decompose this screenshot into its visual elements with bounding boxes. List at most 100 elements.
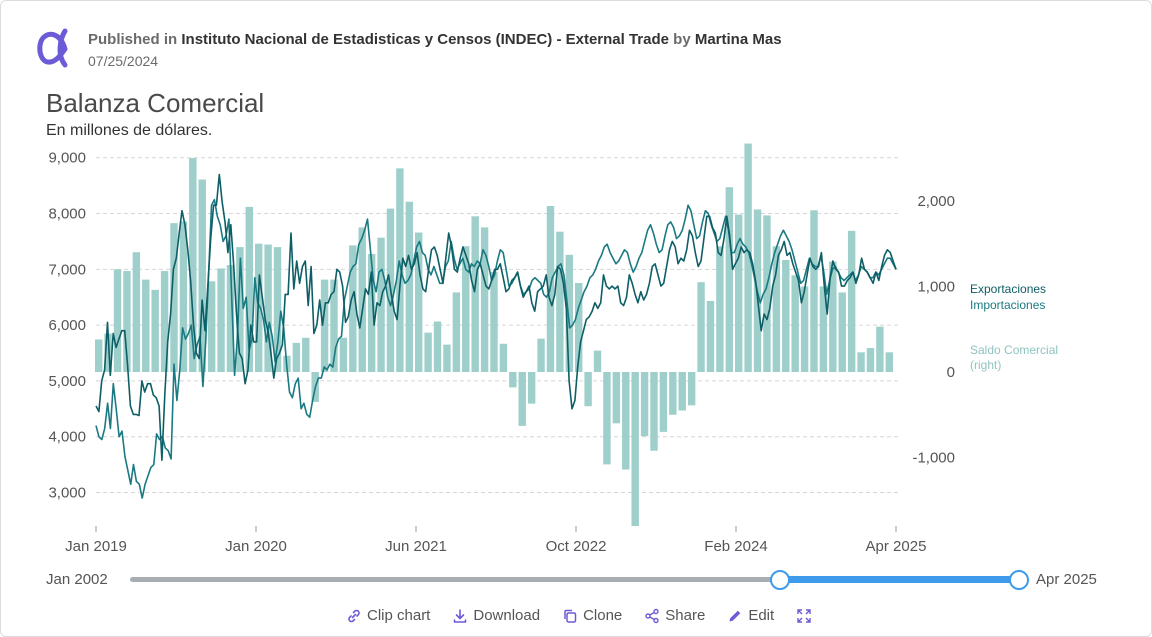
bar-saldo [113,269,122,372]
bar-saldo [819,286,828,372]
slider-start-handle[interactable] [770,570,790,590]
clone-button[interactable]: Clone [562,607,622,624]
bar-saldo [170,223,178,372]
bar-saldo [405,201,413,372]
bar-saldo [452,292,461,372]
bar-saldo [697,282,705,372]
bar-saldo [622,372,630,470]
publish-date: 07/25/2024 [88,53,159,69]
download-label: Download [473,607,541,624]
x-tick-label: Jun 2021 [385,538,447,555]
bar-saldo [857,352,865,372]
bar-saldo [885,352,893,372]
bar-saldo [791,275,799,372]
y-right-tick-label: 2,000 [917,193,955,210]
y-left-tick-label: 4,000 [48,429,86,446]
bar-saldo [763,215,771,372]
bar-saldo [320,279,329,372]
y-right-tick-label: 0 [947,364,955,381]
bar-saldo [575,283,583,372]
edit-button[interactable]: Edit [727,607,774,624]
bar-saldo [396,168,404,372]
author-link[interactable]: Martina Mas [694,31,782,48]
y-right-tick-label: -1,000 [912,450,955,467]
bar-saldo [226,265,235,372]
bar-saldo [471,216,479,372]
bar-saldo [612,372,621,424]
chart-title: Balanza Comercial [46,88,265,118]
bar-saldo [584,372,592,407]
bar-saldo [302,337,310,372]
link-icon [348,609,360,622]
download-button[interactable]: Download [452,607,540,624]
bar-saldo [207,281,216,372]
bar-saldo [527,372,536,404]
expand-icon [797,608,811,623]
fullscreen-button[interactable] [796,608,812,624]
bar-saldo [104,333,112,372]
bar-saldo [217,268,225,372]
bar-saldo [151,289,159,372]
bar-saldo [659,372,668,432]
bar-saldo [603,372,611,465]
x-tick-label: Feb 2024 [704,538,767,555]
y-left-tick-label: 5,000 [48,373,86,390]
y-left-tick-label: 7,000 [48,261,86,278]
legend-imports[interactable]: Importaciones [970,298,1046,312]
bar-saldo [142,279,150,372]
bar-saldo [716,246,724,372]
y-left-tick-label: 3,000 [48,485,86,502]
bar-saldo [95,339,103,372]
copy-icon [564,609,577,623]
publication-line: Published in Instituto Nacional de Estad… [88,31,782,48]
bar-saldo [810,210,818,372]
logo-icon [37,28,68,68]
share-label: Share [665,607,706,624]
bar-saldo [189,158,197,372]
bar-saldo [330,279,338,372]
clip-chart-label: Clip chart [367,607,431,624]
bar-saldo [735,214,743,372]
clip-chart-button[interactable]: Clip chart [346,607,430,624]
bar-saldo [744,143,752,372]
bar-saldo [264,244,272,372]
bar-saldo [593,350,602,372]
chart-subtitle: En millones de dólares. [46,122,213,139]
bar-saldo [556,231,564,372]
legend-exports[interactable]: Exportaciones [970,282,1047,296]
bar-saldo [518,372,526,426]
bar-saldo [358,227,366,372]
legend-saldo[interactable]: Saldo Comercial (right) [970,343,1059,372]
bar-saldo [725,187,733,372]
bar-saldo [236,247,244,372]
slider-end-handle[interactable] [1009,570,1029,590]
share-icon [645,608,659,623]
bar-saldo [433,321,442,372]
clone-label: Clone [583,607,623,624]
share-button[interactable]: Share [644,607,705,624]
bar-saldo [480,227,489,372]
bar-saldo [847,230,856,372]
publisher-link[interactable]: Instituto Nacional de Estadisticas y Cen… [181,31,669,48]
bar-saldo [565,254,573,372]
bar-saldo [292,342,301,372]
y-right-tick-label: 1,000 [917,278,955,295]
edit-label: Edit [748,607,775,624]
bar-saldo [499,343,508,372]
bar-saldo [349,245,357,372]
slider-selected-range[interactable] [779,576,1019,583]
bar-saldo [339,337,348,372]
bar-saldo [772,246,781,372]
bar-saldo [829,261,837,372]
bar-saldo [377,237,385,372]
slider-start-label: Jan 2002 [46,571,108,588]
chart-toolbar: Clip chart Download Clone Share Edit [346,607,812,624]
line-exportaciones [95,173,897,462]
bar-saldo [640,372,649,437]
bar-saldo [537,338,545,372]
slider-track[interactable] [130,577,779,582]
bar-saldo [415,232,423,372]
slider-end-label: Apr 2025 [1036,571,1097,588]
pencil-icon [729,610,741,621]
bar-saldo [687,372,696,406]
